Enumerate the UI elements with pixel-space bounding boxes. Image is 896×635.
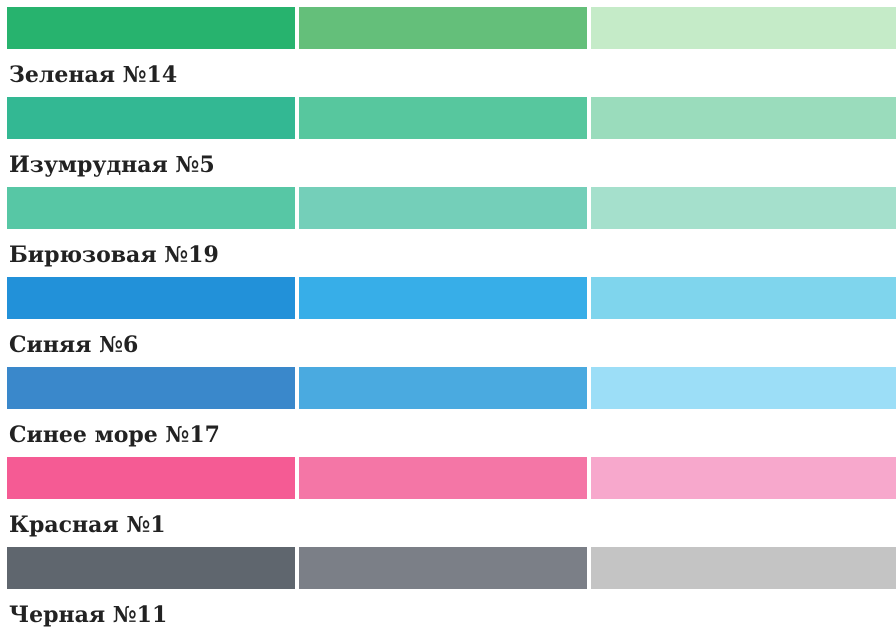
palette: Бирюзовая №19 — [7, 187, 896, 277]
palette-name: Синяя №6 — [9, 332, 139, 358]
swatch — [591, 277, 896, 319]
swatch — [299, 367, 587, 409]
swatch — [7, 187, 295, 229]
swatch — [299, 547, 587, 589]
palette-name: Изумрудная №5 — [9, 152, 215, 178]
swatch — [299, 277, 587, 319]
swatch — [591, 547, 896, 589]
swatch — [591, 187, 896, 229]
palette: Синяя №6 — [7, 277, 896, 367]
palette: Черная №11 — [7, 547, 896, 635]
swatch — [7, 457, 295, 499]
swatches — [7, 547, 896, 589]
swatch — [7, 277, 295, 319]
swatch — [591, 367, 896, 409]
swatch — [591, 97, 896, 139]
swatches — [7, 277, 896, 319]
swatches — [7, 187, 896, 229]
palette-name: Черная №11 — [9, 602, 168, 628]
palette-name: Синее море №17 — [9, 422, 220, 448]
swatch — [591, 457, 896, 499]
palette-name: Бирюзовая №19 — [9, 242, 219, 268]
palette: Синее море №17 — [7, 367, 896, 457]
swatch — [299, 187, 587, 229]
swatch — [7, 97, 295, 139]
swatch — [299, 7, 587, 49]
swatch — [591, 7, 896, 49]
palette: Зеленая №14 — [7, 7, 896, 97]
swatches — [7, 457, 896, 499]
swatch — [299, 97, 587, 139]
palette-name: Зеленая №14 — [9, 62, 178, 88]
swatches — [7, 367, 896, 409]
swatch — [299, 457, 587, 499]
palette: Красная №1 — [7, 457, 896, 547]
swatch — [7, 367, 295, 409]
swatch — [7, 7, 295, 49]
swatches — [7, 7, 896, 49]
palette: Изумрудная №5 — [7, 97, 896, 187]
palette-name: Красная №1 — [9, 512, 166, 538]
swatch — [7, 547, 295, 589]
swatches — [7, 97, 896, 139]
